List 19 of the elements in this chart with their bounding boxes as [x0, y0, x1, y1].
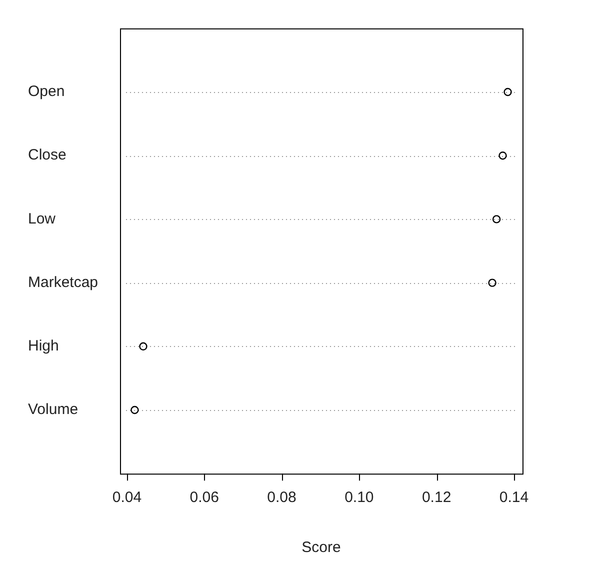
y-tick-label: Open — [28, 83, 65, 100]
point — [498, 152, 507, 160]
point — [504, 88, 512, 96]
x-tick-label: 0.04 — [112, 489, 142, 506]
x-tick-label: 0.08 — [267, 489, 296, 506]
x-tick-label: 0.12 — [422, 489, 452, 506]
point — [488, 278, 496, 287]
y-tick-label: Low — [28, 210, 56, 228]
point — [492, 215, 501, 224]
y-tick-label: Close — [28, 146, 66, 164]
point — [139, 342, 148, 350]
y-tick-label: High — [28, 338, 59, 355]
x-tick-label: 0.06 — [190, 489, 219, 506]
point — [130, 406, 139, 414]
x-tick-label: 0.10 — [344, 489, 374, 506]
y-tick-label: Marketcap — [28, 274, 98, 291]
x-axis-title: Score — [302, 539, 341, 556]
y-tick-label: Volume — [28, 401, 78, 418]
x-tick-label: 0.14 — [499, 489, 529, 506]
